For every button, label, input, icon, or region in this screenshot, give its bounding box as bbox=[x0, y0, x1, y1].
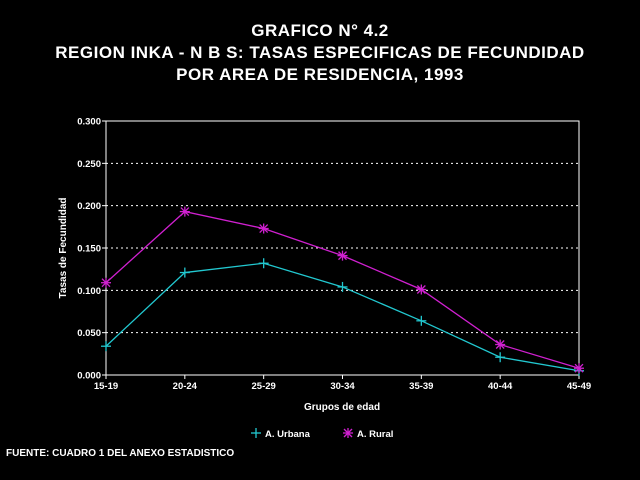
y-tick-label: 0.000 bbox=[77, 371, 101, 382]
source-note: FUENTE: CUADRO 1 DEL ANEXO ESTADISTICO bbox=[6, 448, 235, 459]
data-point-rural bbox=[259, 224, 269, 233]
data-point-rural bbox=[101, 278, 111, 288]
x-tick-label: 25-29 bbox=[252, 381, 276, 392]
x-tick-label: 45-49 bbox=[567, 381, 591, 392]
chart-title-line-2: REGION INKA - N B S: TASAS ESPECIFICAS D… bbox=[55, 43, 585, 62]
y-tick-label: 0.050 bbox=[77, 328, 101, 339]
data-point-rural bbox=[180, 207, 190, 217]
data-point-rural bbox=[495, 340, 505, 349]
y-tick-label: 0.200 bbox=[77, 201, 101, 212]
data-point-rural bbox=[416, 285, 426, 294]
chart-title-line-1: GRAFICO N° 4.2 bbox=[251, 21, 389, 40]
series-line-urbana bbox=[105, 262, 580, 372]
legend: A. Urbana A. Rural bbox=[251, 428, 393, 440]
y-tick-label: 0.300 bbox=[77, 117, 101, 128]
x-tick-label: 20-24 bbox=[173, 381, 198, 392]
data-point-rural bbox=[574, 363, 584, 373]
x-tick-label: 35-39 bbox=[409, 381, 433, 392]
legend-marker-rural bbox=[343, 428, 353, 438]
y-tick-label: 0.250 bbox=[77, 159, 101, 170]
y-tick-label: 0.100 bbox=[77, 286, 101, 297]
y-tick-label: 0.150 bbox=[77, 244, 101, 255]
x-axis-label: Grupos de edad bbox=[304, 402, 380, 413]
y-axis-label: Tasas de Fecundidad bbox=[58, 198, 69, 299]
data-point-rural bbox=[338, 251, 347, 261]
legend-label-rural: A. Rural bbox=[357, 429, 393, 440]
legend-label-urbana: A. Urbana bbox=[265, 429, 311, 440]
chart-title-line-3: POR AREA DE RESIDENCIA, 1993 bbox=[176, 65, 464, 84]
x-tick-label: 15-19 bbox=[94, 381, 118, 392]
x-tick-label: 30-34 bbox=[330, 381, 355, 392]
x-tick-label: 40-44 bbox=[488, 381, 513, 392]
